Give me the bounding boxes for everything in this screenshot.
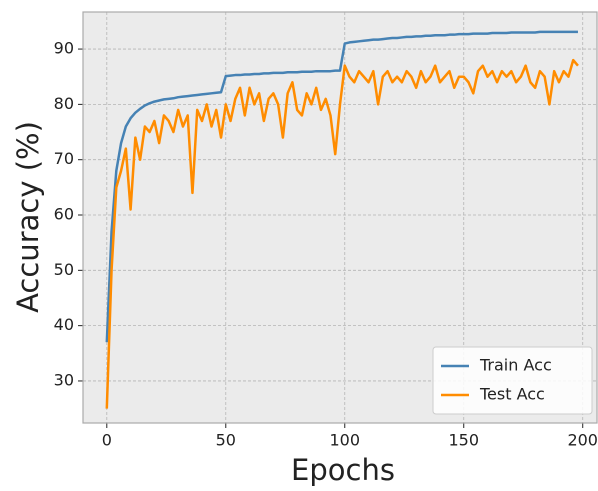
x-tick-label: 0	[102, 431, 112, 450]
x-tick-label: 100	[329, 431, 360, 450]
y-tick-label: 30	[54, 370, 74, 389]
y-tick-label: 60	[54, 205, 74, 224]
y-tick-label: 90	[54, 39, 74, 58]
data-line	[105, 30, 578, 343]
legend-label: Test Acc	[479, 385, 545, 404]
legend-box	[432, 346, 593, 415]
x-tick-label: 200	[567, 431, 598, 450]
legend: Train Acc Test Acc	[432, 346, 593, 415]
y-tick-label: 40	[54, 315, 74, 334]
legend-label: Train Acc	[479, 356, 552, 375]
y-tick-label: 70	[54, 149, 74, 168]
data-line	[105, 58, 579, 409]
plot-frame	[82, 11, 598, 424]
y-axis-label: Accuracy (%)	[11, 121, 45, 313]
x-tick-label: 150	[448, 431, 479, 450]
y-tick-label: 50	[54, 260, 74, 279]
y-tick-label: 80	[54, 94, 74, 113]
x-tick-label: 50	[216, 431, 236, 450]
x-axis-label: Epochs	[291, 453, 395, 487]
